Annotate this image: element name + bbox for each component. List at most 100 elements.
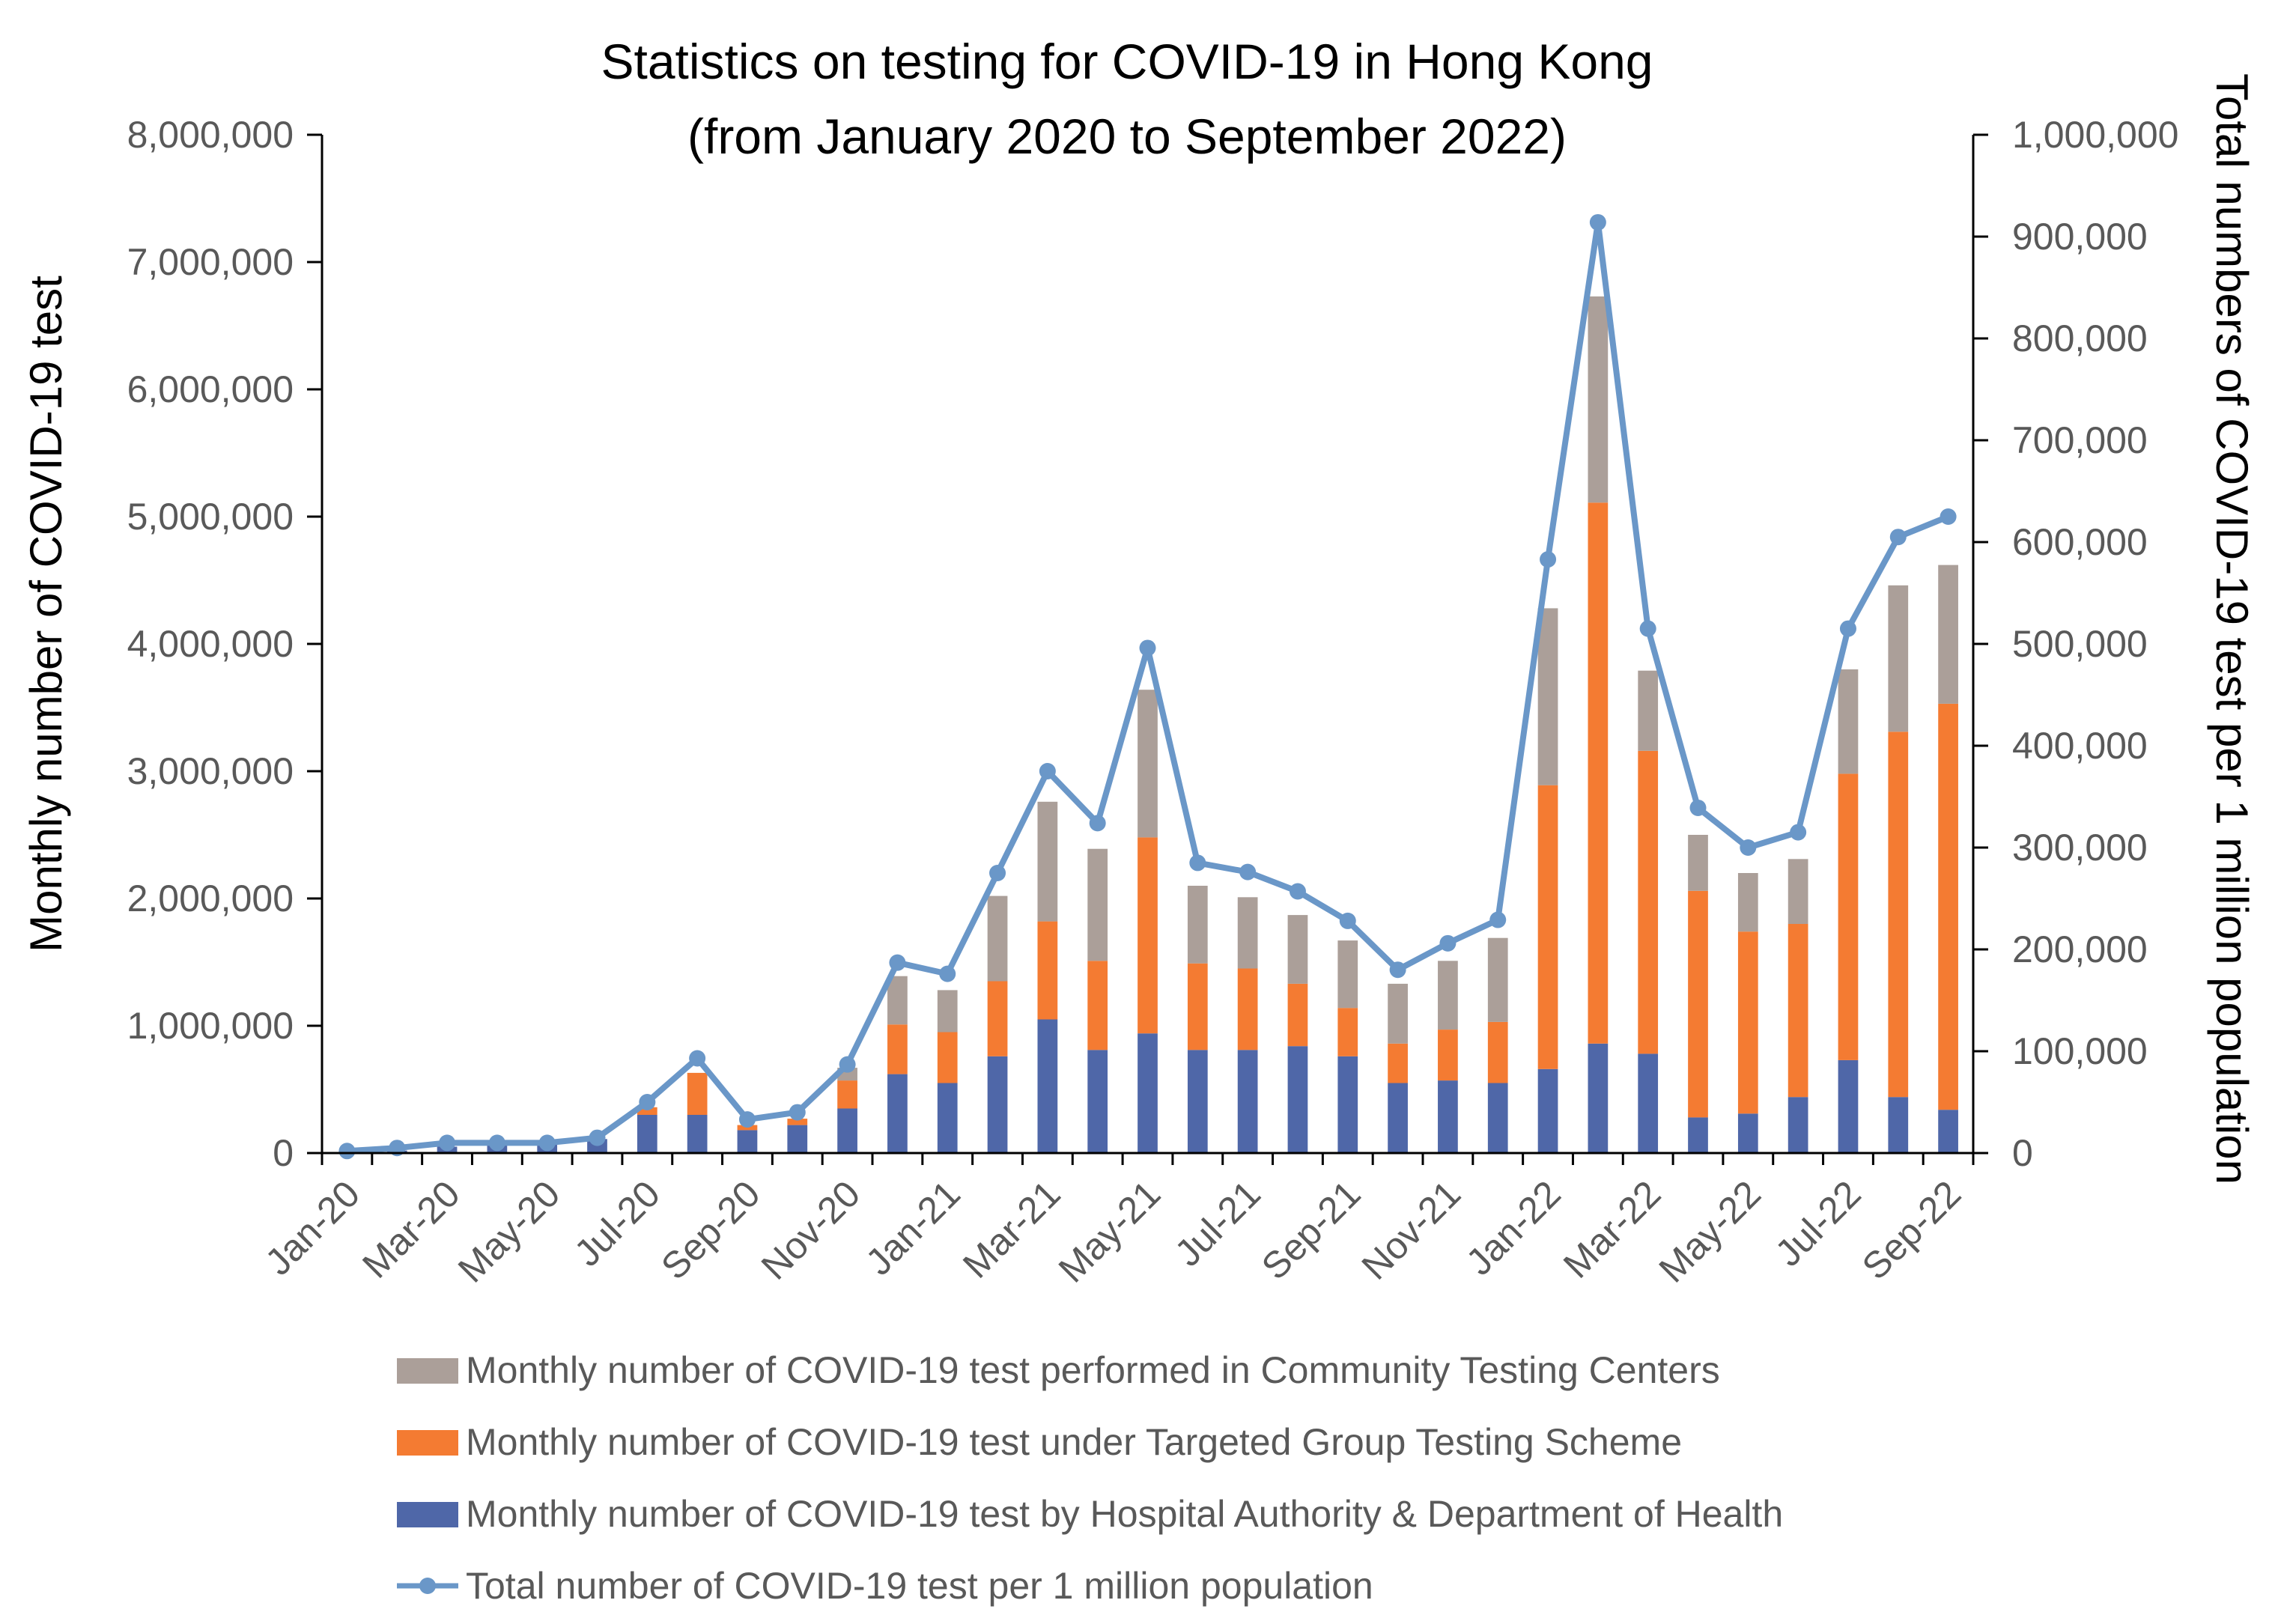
bar-series3-Nov-21	[1438, 961, 1458, 1030]
line-layer	[338, 213, 1957, 1160]
bar-series1-Jan-21	[937, 1083, 958, 1153]
bar-series1-May-22	[1737, 1113, 1758, 1153]
bar-series2-Aug-22	[1888, 732, 1909, 1098]
bar-series2-Jul-21	[1237, 968, 1258, 1050]
bar-series1-Aug-20	[687, 1115, 708, 1153]
bar-series1-Sep-20	[737, 1130, 758, 1153]
bar-series2-Dec-20	[887, 1024, 908, 1074]
bar-layer	[337, 296, 1958, 1153]
bar-series1-Jun-21	[1187, 1050, 1208, 1153]
line-point-Nov-21	[1439, 934, 1457, 952]
bar-series2-Nov-20	[837, 1080, 857, 1109]
line-point-Aug-21	[1289, 883, 1306, 900]
legend-label-series1: Monthly number of COVID-19 test by Hospi…	[466, 1493, 1783, 1535]
bar-series2-Jul-22	[1838, 773, 1859, 1060]
y2-axis: 0 100,000 200,000 300,000 400,000 500,000 600,…	[1972, 114, 2178, 1174]
bar-series3-Apr-21	[1087, 848, 1108, 961]
bar-series1-Mar-21	[1037, 1019, 1058, 1153]
line-point-Mar-21	[1039, 763, 1056, 779]
x-tick-label: Jan-22	[1458, 1173, 1569, 1283]
y2-tick-label: 700,000	[2012, 419, 2148, 461]
bar-series1-Nov-21	[1438, 1080, 1458, 1153]
y2-tick-label: 900,000	[2012, 216, 2148, 258]
bar-series1-Jul-20	[637, 1115, 657, 1153]
bar-series2-Sep-22	[1938, 703, 1958, 1110]
legend-swatch-series1	[397, 1502, 458, 1527]
bar-series2-Aug-21	[1287, 983, 1308, 1047]
bar-series2-Dec-21	[1487, 1021, 1508, 1083]
bar-series3-Mar-22	[1638, 670, 1659, 751]
bar-series3-Sep-22	[1938, 565, 1958, 704]
x-tick-label: Sep-20	[653, 1173, 768, 1288]
legend-line-marker	[419, 1578, 436, 1594]
line-point-Mar-22	[1639, 620, 1656, 637]
bar-series3-Jan-21	[937, 990, 958, 1033]
bar-series1-Jun-22	[1788, 1097, 1808, 1153]
bar-series2-Oct-21	[1388, 1043, 1408, 1083]
legend-label-series2: Monthly number of COVID-19 test under Ta…	[466, 1421, 1682, 1463]
line-point-Sep-20	[738, 1111, 756, 1128]
bar-series3-Dec-20	[887, 976, 908, 1025]
bar-series1-Sep-21	[1337, 1056, 1358, 1153]
y-tick-label: 6,000,000	[127, 368, 294, 410]
x-tick-label: Jul-20	[566, 1173, 668, 1274]
bar-series3-Jul-22	[1838, 669, 1859, 774]
line-point-Jun-21	[1189, 854, 1206, 872]
bar-series1-Nov-20	[837, 1108, 857, 1153]
bar-series2-May-21	[1138, 837, 1158, 1034]
x-tick-label: Jan-21	[857, 1173, 968, 1283]
bar-series3-Jan-22	[1537, 608, 1558, 785]
bar-series1-Apr-22	[1688, 1117, 1708, 1153]
x-axis: Jan-20Mar-20May-20Jul-20Sep-20Nov-20Jan-…	[257, 1152, 1975, 1291]
bar-series1-Dec-21	[1487, 1083, 1508, 1153]
bar-series2-Aug-20	[687, 1072, 708, 1115]
x-tick-label: Sep-21	[1254, 1173, 1369, 1288]
bar-series2-Apr-22	[1688, 890, 1708, 1118]
bar-series2-Jun-21	[1187, 963, 1208, 1050]
y-axis: 0 1,000,000 2,000,000 3,000,000 4,000,000 5,0…	[127, 114, 324, 1174]
bar-series2-May-22	[1737, 931, 1758, 1114]
y2-tick-label: 100,000	[2012, 1030, 2148, 1072]
x-tick-label: Jan-20	[257, 1173, 368, 1283]
line-point-Apr-22	[1689, 799, 1707, 816]
bar-series2-Jun-22	[1788, 924, 1808, 1098]
line-point-May-21	[1139, 639, 1156, 657]
legend-swatch-series3	[397, 1358, 458, 1384]
bar-series3-Aug-21	[1287, 915, 1308, 984]
bar-series1-Aug-22	[1888, 1097, 1909, 1153]
y-tick-label: 2,000,000	[127, 878, 294, 919]
bar-series3-May-22	[1737, 873, 1758, 932]
bar-series2-Jan-21	[937, 1032, 958, 1083]
bar-series2-Jul-20	[637, 1107, 657, 1115]
x-tick-label: Jul-21	[1167, 1173, 1269, 1274]
legend-swatch-series2	[397, 1430, 458, 1456]
x-tick-label: Mar-21	[955, 1173, 1069, 1286]
line-point-Dec-20	[889, 954, 906, 971]
line-point-Sep-21	[1339, 912, 1356, 929]
line-point-Jul-21	[1239, 863, 1257, 881]
line-point-Feb-21	[989, 865, 1006, 881]
y2-tick-label: 1,000,000	[2012, 114, 2178, 156]
bar-series3-Feb-22	[1588, 296, 1609, 503]
y-tick-label: 3,000,000	[127, 750, 294, 792]
bar-series3-Sep-21	[1337, 940, 1358, 1009]
line-point-Aug-20	[689, 1050, 706, 1067]
x-tick-label: Mar-22	[1555, 1173, 1669, 1286]
y2-tick-label: 400,000	[2012, 725, 2148, 767]
x-tick-label: Mar-20	[354, 1173, 468, 1286]
y2-tick-label: 300,000	[2012, 827, 2148, 869]
y2-tick-label: 600,000	[2012, 521, 2148, 563]
line-point-Oct-20	[789, 1104, 806, 1121]
bar-series1-Dec-20	[887, 1074, 908, 1153]
line-point-Sep-22	[1940, 508, 1957, 525]
y2-tick-label: 800,000	[2012, 317, 2148, 359]
bar-series3-Oct-21	[1388, 983, 1408, 1044]
bar-series1-Sep-22	[1938, 1110, 1958, 1153]
bar-series1-Apr-21	[1087, 1050, 1108, 1153]
line-point-Jun-20	[589, 1129, 606, 1146]
bar-series2-Mar-21	[1037, 921, 1058, 1020]
x-tick-label: May-21	[1051, 1173, 1168, 1290]
bar-series1-Jul-22	[1838, 1059, 1859, 1153]
bar-series1-Aug-21	[1287, 1046, 1308, 1153]
